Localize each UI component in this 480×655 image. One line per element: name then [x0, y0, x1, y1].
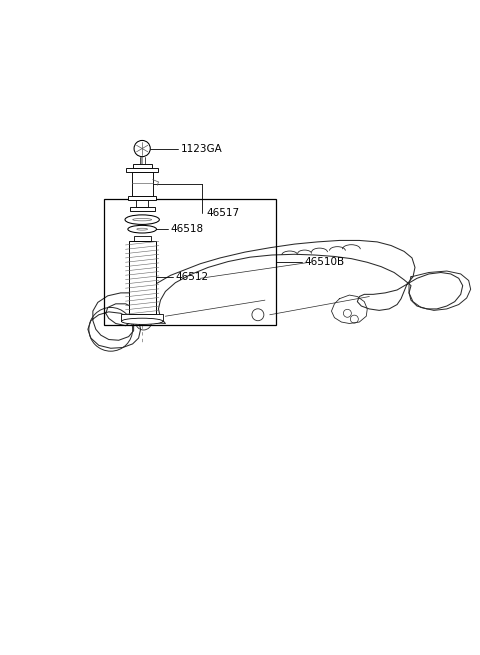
Bar	[121, 314, 163, 322]
Ellipse shape	[128, 225, 156, 233]
Bar	[130, 207, 155, 210]
Bar	[129, 240, 156, 314]
Bar	[126, 168, 158, 172]
Bar	[132, 172, 153, 196]
Text: 46518: 46518	[171, 224, 204, 234]
Bar	[128, 196, 156, 200]
Ellipse shape	[137, 228, 147, 230]
Text: 46512: 46512	[176, 272, 209, 282]
Text: 1123GA: 1123GA	[180, 143, 222, 153]
Ellipse shape	[121, 318, 163, 324]
Bar	[136, 200, 148, 207]
Ellipse shape	[133, 219, 152, 221]
Ellipse shape	[125, 215, 159, 225]
Bar	[104, 198, 276, 325]
Circle shape	[134, 140, 150, 157]
Bar	[133, 236, 151, 240]
Text: 46517: 46517	[206, 208, 240, 218]
Bar	[132, 164, 152, 168]
Text: 46510B: 46510B	[304, 257, 345, 267]
